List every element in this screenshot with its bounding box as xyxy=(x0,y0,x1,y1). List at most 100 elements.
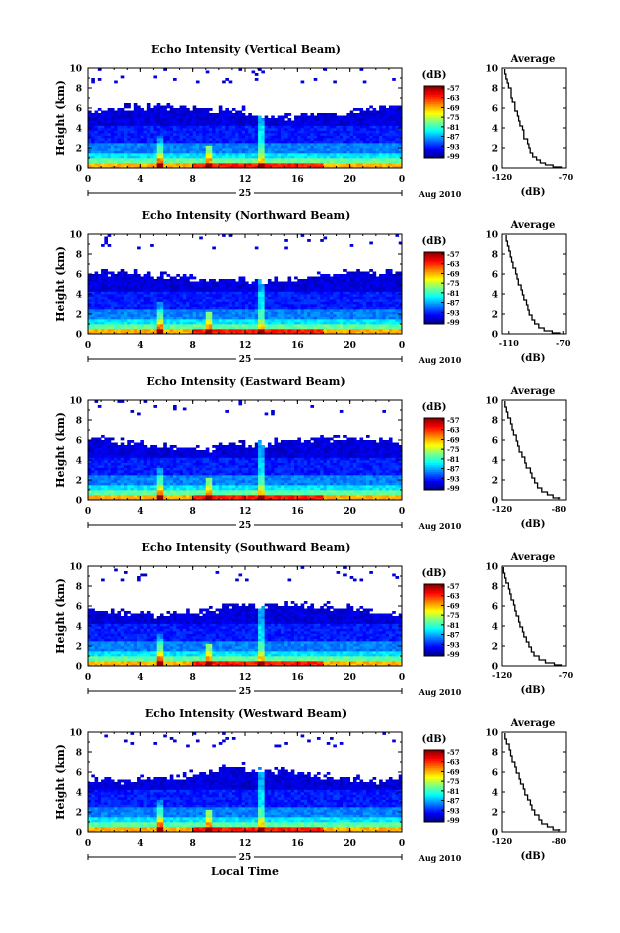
heatmap-cell xyxy=(330,156,334,159)
heatmap-cell xyxy=(209,133,213,136)
heatmap-cell xyxy=(288,292,292,295)
heatmap-cell xyxy=(238,297,242,300)
heatmap-cell xyxy=(189,116,193,119)
heatmap-cell xyxy=(98,405,102,408)
heatmap-cell xyxy=(376,136,380,139)
heatmap-cell xyxy=(340,143,344,146)
heatmap-cell xyxy=(144,324,148,327)
heatmap-cell xyxy=(104,269,108,272)
heatmap-cell xyxy=(225,327,229,330)
heatmap-cell xyxy=(98,460,102,463)
heatmap-cell xyxy=(314,153,318,156)
heatmap-cell xyxy=(121,317,125,320)
heatmap-cell xyxy=(163,279,167,282)
heatmap-cell xyxy=(216,304,220,307)
heatmap-cell xyxy=(140,131,144,134)
heatmap-cell xyxy=(150,284,154,287)
heatmap-cell xyxy=(324,118,328,121)
heatmap-cell xyxy=(235,297,239,300)
heatmap-cell xyxy=(343,297,347,300)
heatmap-cell xyxy=(310,116,314,119)
heatmap-cell xyxy=(202,322,206,325)
heatmap-cell xyxy=(382,312,386,315)
heatmap-cell xyxy=(356,307,360,310)
heatmap-cell xyxy=(121,133,125,136)
heatmap-cell xyxy=(186,158,190,161)
heatmap-cell xyxy=(144,329,148,332)
heatmap-cell xyxy=(307,239,311,242)
heatmap-cell xyxy=(124,156,128,159)
heatmap-cell xyxy=(104,136,108,139)
heatmap-cell xyxy=(98,113,102,116)
heatmap-cell xyxy=(389,131,393,134)
heatmap-cell xyxy=(108,309,112,312)
heatmap-cell xyxy=(173,156,177,159)
x-tick-label: 0 xyxy=(85,175,91,185)
heatmap-cell xyxy=(144,133,148,136)
heatmap-cell xyxy=(395,289,399,292)
heatmap-cell xyxy=(219,138,223,141)
heatmap-cell xyxy=(363,297,367,300)
heatmap-cell xyxy=(173,312,177,315)
heatmap-cell xyxy=(261,163,265,166)
heatmap-cell xyxy=(314,282,318,285)
heatmap-cell xyxy=(255,158,259,161)
heatmap-cell xyxy=(235,133,239,136)
heatmap-cell xyxy=(248,131,252,134)
heatmap-cell xyxy=(301,156,305,159)
heatmap-cell xyxy=(101,148,105,151)
heatmap-cell xyxy=(297,126,301,129)
heatmap-cell xyxy=(284,143,288,146)
heatmap-cell xyxy=(232,307,236,310)
heatmap-cell xyxy=(258,319,262,322)
heatmap-cell xyxy=(392,146,396,149)
heatmap-cell xyxy=(199,279,203,282)
heatmap-cell xyxy=(297,304,301,307)
heatmap-cell xyxy=(310,297,314,300)
heatmap-cell xyxy=(265,148,269,151)
heatmap-cell xyxy=(98,438,102,441)
heatmap-cell xyxy=(268,289,272,292)
heatmap-cell xyxy=(324,121,328,124)
heatmap-cell xyxy=(121,312,125,315)
heatmap-cell xyxy=(376,304,380,307)
heatmap-cell xyxy=(252,151,256,154)
heatmap-cell xyxy=(209,314,213,317)
heatmap-cell xyxy=(229,289,233,292)
heatmap-cell xyxy=(248,322,252,325)
heatmap-cell xyxy=(183,284,187,287)
heatmap-cell xyxy=(124,294,128,297)
heatmap-cell xyxy=(281,118,285,121)
heatmap-cell xyxy=(242,314,246,317)
heatmap-cell xyxy=(238,304,242,307)
heatmap-cell xyxy=(147,163,151,166)
heatmap-cell xyxy=(386,118,390,121)
heatmap-cell xyxy=(252,156,256,159)
heatmap-cell xyxy=(265,126,269,129)
heatmap-cell xyxy=(91,297,95,300)
heatmap-cell xyxy=(180,279,184,282)
heatmap-cell xyxy=(189,123,193,126)
heatmap-cell xyxy=(252,136,256,139)
heatmap-cell xyxy=(124,126,128,129)
heatmap-cell xyxy=(248,163,252,166)
heatmap-cell xyxy=(88,495,92,498)
heatmap-cell xyxy=(284,121,288,124)
heatmap-cell xyxy=(356,302,360,305)
heatmap-cell xyxy=(111,151,115,154)
heatmap-cell xyxy=(389,118,393,121)
heatmap-cell xyxy=(274,314,278,317)
heatmap-cell xyxy=(333,312,337,315)
heatmap-cell xyxy=(157,106,161,109)
heatmap-cell xyxy=(140,108,144,111)
heatmap-cell xyxy=(337,143,341,146)
heatmap-cell xyxy=(160,111,164,114)
heatmap-cell xyxy=(199,116,203,119)
heatmap-cell xyxy=(238,158,242,161)
heatmap-cell xyxy=(353,138,357,141)
heatmap-cell xyxy=(366,113,370,116)
heatmap-cell xyxy=(369,128,373,131)
heatmap-cell xyxy=(180,324,184,327)
heatmap-cell xyxy=(157,123,161,126)
heatmap-cell xyxy=(131,294,135,297)
